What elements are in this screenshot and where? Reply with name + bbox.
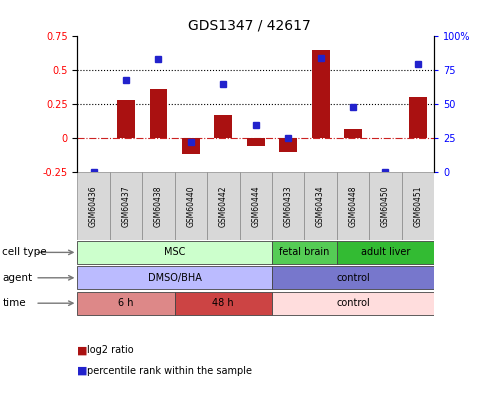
Text: GSM60440: GSM60440 bbox=[186, 185, 196, 227]
Bar bbox=[150, 89, 167, 138]
Text: GSM60448: GSM60448 bbox=[348, 185, 358, 226]
Bar bbox=[77, 266, 272, 290]
Bar bbox=[77, 292, 175, 315]
Bar bbox=[344, 128, 362, 138]
Text: percentile rank within the sample: percentile rank within the sample bbox=[87, 366, 252, 375]
Bar bbox=[247, 138, 264, 146]
Bar bbox=[142, 172, 175, 240]
Text: time: time bbox=[2, 298, 26, 308]
Text: GSM60438: GSM60438 bbox=[154, 185, 163, 226]
Bar bbox=[272, 266, 434, 290]
Text: ■: ■ bbox=[77, 366, 88, 375]
Text: GSM60437: GSM60437 bbox=[121, 185, 131, 227]
Bar bbox=[175, 172, 207, 240]
Bar bbox=[272, 292, 434, 315]
Bar bbox=[272, 241, 337, 264]
Text: GSM60451: GSM60451 bbox=[413, 185, 423, 226]
Text: DMSO/BHA: DMSO/BHA bbox=[148, 273, 202, 283]
Bar bbox=[182, 138, 200, 154]
Text: fetal brain: fetal brain bbox=[279, 247, 329, 258]
Bar bbox=[337, 241, 434, 264]
Bar bbox=[77, 172, 110, 240]
Text: GSM60433: GSM60433 bbox=[283, 185, 293, 227]
Bar bbox=[175, 292, 272, 315]
Bar bbox=[409, 98, 427, 138]
Text: MSC: MSC bbox=[164, 247, 185, 258]
Bar bbox=[279, 138, 297, 151]
Bar bbox=[215, 115, 232, 138]
Text: GDS1347 / 42617: GDS1347 / 42617 bbox=[188, 18, 311, 32]
Text: GSM60436: GSM60436 bbox=[89, 185, 98, 227]
Bar bbox=[240, 172, 272, 240]
Text: agent: agent bbox=[2, 273, 32, 283]
Bar bbox=[117, 100, 135, 138]
Text: GSM60442: GSM60442 bbox=[219, 185, 228, 226]
Text: adult liver: adult liver bbox=[361, 247, 410, 258]
Bar bbox=[312, 50, 329, 138]
Bar bbox=[272, 172, 304, 240]
Text: log2 ratio: log2 ratio bbox=[87, 345, 134, 355]
Bar bbox=[110, 172, 142, 240]
Text: GSM60434: GSM60434 bbox=[316, 185, 325, 227]
Text: ■: ■ bbox=[77, 345, 88, 355]
Text: GSM60450: GSM60450 bbox=[381, 185, 390, 227]
Bar bbox=[207, 172, 240, 240]
Text: 48 h: 48 h bbox=[213, 298, 234, 308]
Text: 6 h: 6 h bbox=[118, 298, 134, 308]
Bar bbox=[337, 172, 369, 240]
Text: cell type: cell type bbox=[2, 247, 47, 258]
Bar bbox=[304, 172, 337, 240]
Bar bbox=[402, 172, 434, 240]
Text: control: control bbox=[336, 298, 370, 308]
Text: GSM60444: GSM60444 bbox=[251, 185, 260, 227]
Text: control: control bbox=[336, 273, 370, 283]
Bar bbox=[77, 241, 272, 264]
Bar bbox=[369, 172, 402, 240]
